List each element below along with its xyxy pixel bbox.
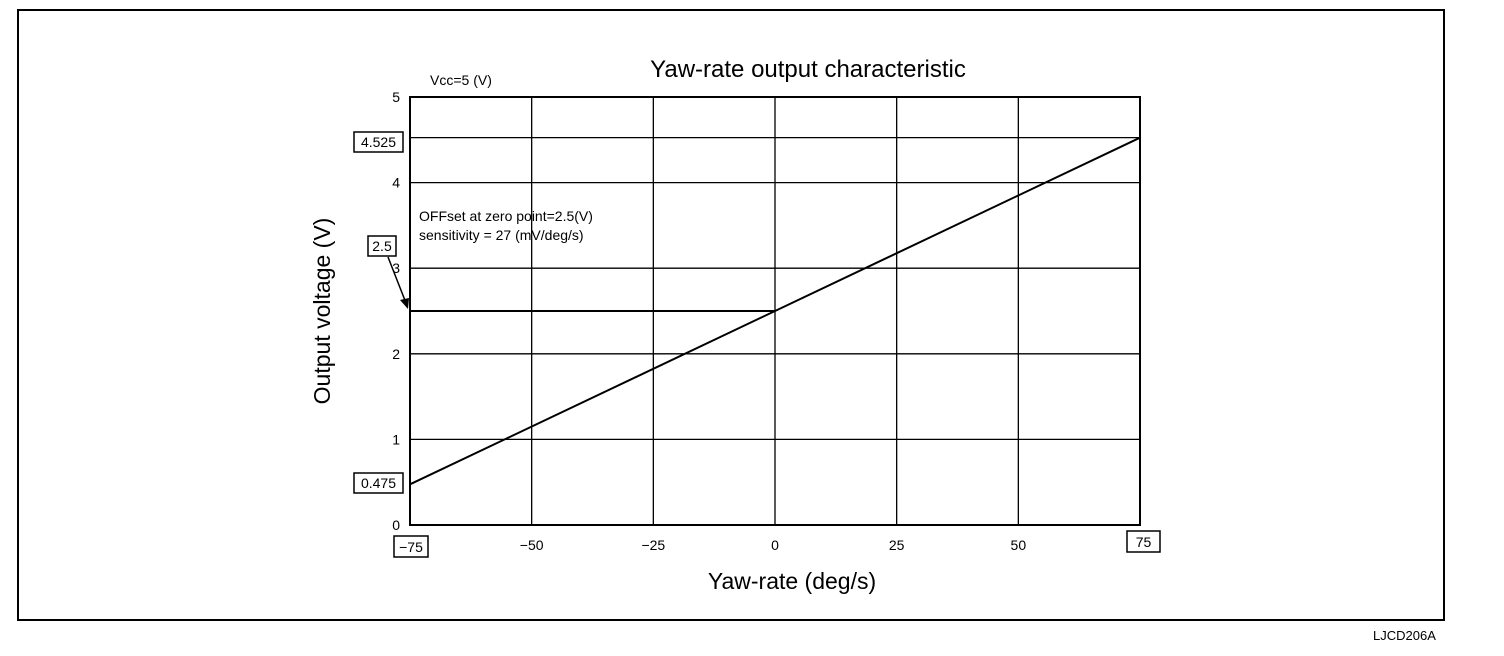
boxed-label-min: 0.475 [353,472,404,494]
boxed-label-xmin-text: −75 [399,539,423,555]
y-tick-label: 5 [392,89,400,105]
boxed-label-max-text: 4.525 [361,134,396,150]
x-tick-label: 25 [889,537,905,553]
x-tick-label: 50 [1011,537,1027,553]
x-axis-label: Yaw-rate (deg/s) [708,568,876,594]
vcc-note: Vcc=5 (V) [430,72,492,88]
offset-arrow [387,256,407,304]
x-tick-label: −50 [520,537,544,553]
y-tick-label: 0 [392,517,400,533]
y-tick-label: 3 [392,260,400,276]
x-tick-labels: −50 −25 0 25 50 [520,537,1027,553]
offset-arrow-head [400,298,409,309]
offset-note: OFFset at zero point=2.5(V) [419,208,593,224]
y-tick-labels: 0 1 2 3 4 5 [392,89,400,533]
boxed-label-xmax-text: 75 [1136,534,1152,550]
x-tick-label: −25 [641,537,665,553]
y-tick-label: 1 [392,431,400,447]
figure-frame [17,9,1445,621]
sensitivity-note: sensitivity = 27 (mV/deg/s) [419,227,584,243]
boxed-label-min-text: 0.475 [361,475,396,491]
figure-code: LJCD206A [1373,628,1436,643]
boxed-label-xmin: −75 [393,535,429,558]
boxed-label-max: 4.525 [353,131,404,153]
y-axis-label: Output voltage (V) [309,218,335,405]
y-tick-label: 2 [392,346,400,362]
boxed-label-xmax: 75 [1126,530,1161,553]
x-tick-label: 0 [771,537,779,553]
output-characteristic-line [409,136,1141,486]
grid-lines [410,97,1140,525]
chart-title: Yaw-rate output characteristic [650,56,966,83]
boxed-label-offset-text: 2.5 [372,238,392,254]
y-tick-label: 4 [392,175,400,191]
boxed-label-offset: 2.5 [367,235,397,257]
